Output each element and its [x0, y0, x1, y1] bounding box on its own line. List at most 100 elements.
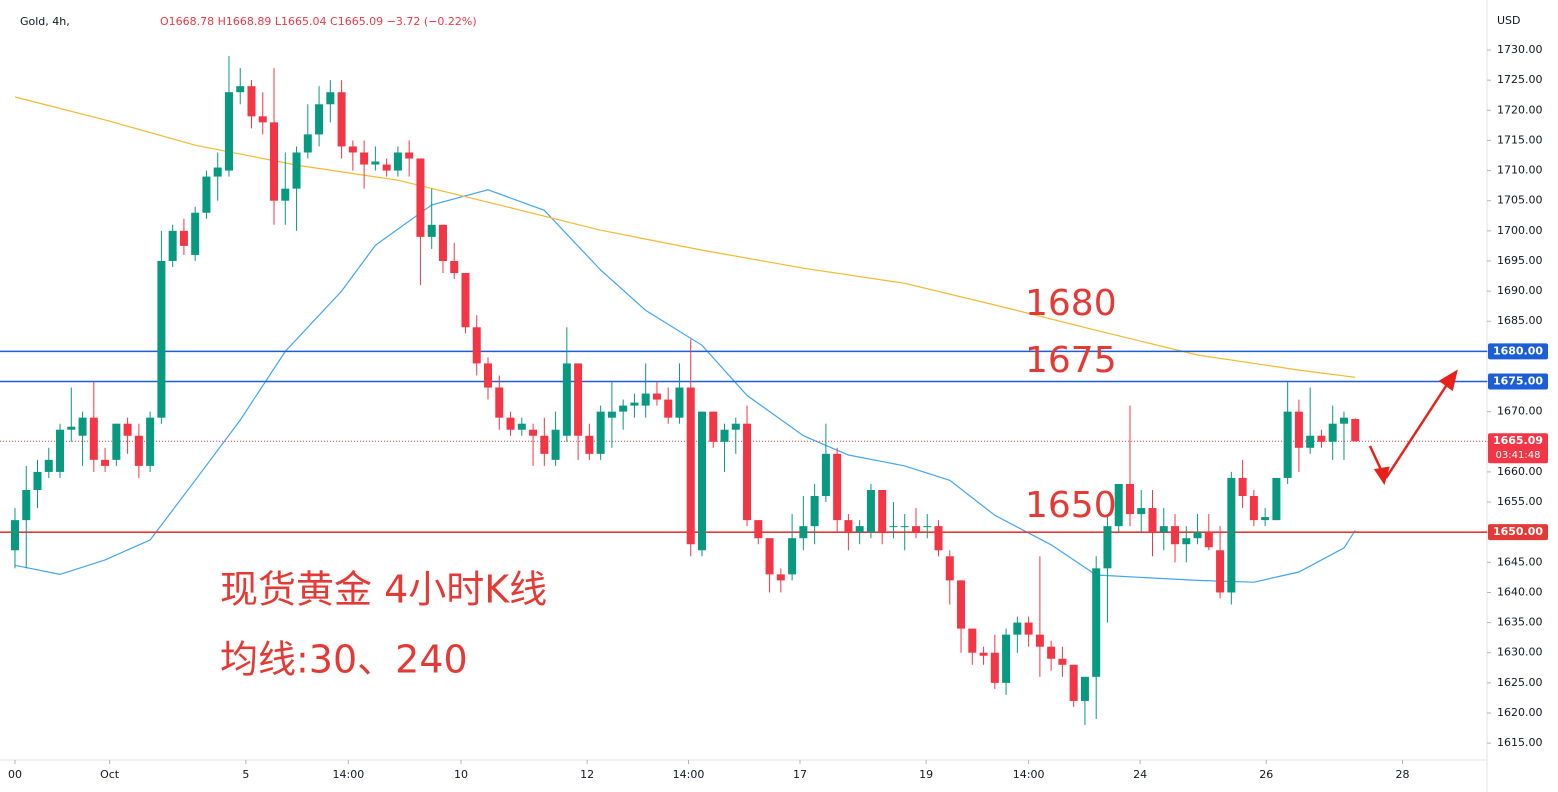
candle-body	[934, 526, 943, 551]
candle-body	[1238, 477, 1247, 497]
candle-body	[213, 167, 222, 177]
candle-body	[1069, 664, 1078, 701]
candle-body	[979, 652, 988, 656]
candle-body	[134, 435, 143, 466]
candle-body	[224, 92, 233, 171]
price-level-tag	[1488, 343, 1548, 360]
x-tick-label: 14:00	[1013, 768, 1045, 781]
candle-body	[67, 426, 76, 430]
candle-body	[1137, 508, 1146, 515]
candle-body	[652, 393, 661, 400]
candle-body	[1249, 496, 1258, 521]
candle-body	[44, 459, 53, 472]
candle-body	[866, 489, 875, 533]
price-level-label: 1675.00	[1493, 375, 1543, 388]
candle-body	[1306, 435, 1315, 448]
candle-body	[348, 146, 357, 153]
y-tick-label: 1705.00	[1497, 194, 1543, 207]
candle-body	[968, 628, 977, 653]
candle-body	[22, 489, 31, 521]
candle-body	[743, 423, 752, 521]
y-tick-label: 1725.00	[1497, 73, 1543, 86]
candle-body	[405, 152, 414, 159]
plot-area: 1615.00 1620.00 1625.00 1630.00 1635.00 1640.…	[0, 43, 1548, 781]
candle-body	[89, 417, 98, 460]
countdown-label: 03:41:48	[1496, 450, 1541, 461]
candle-body	[112, 423, 121, 460]
candle-body	[630, 402, 639, 406]
candle-body	[247, 86, 256, 117]
candle-body	[157, 260, 166, 418]
candle-body	[1272, 477, 1281, 521]
candle-body	[270, 122, 279, 201]
y-tick-label: 1655.00	[1497, 495, 1543, 508]
candle-body	[191, 212, 200, 255]
candle-body	[438, 224, 447, 261]
candle-body	[258, 116, 267, 123]
candle-body	[337, 92, 346, 147]
x-tick-label: 5	[242, 768, 249, 781]
y-tick-label: 1615.00	[1497, 736, 1543, 749]
candle-body	[788, 538, 797, 575]
candle-body	[844, 520, 853, 533]
candle-body	[236, 86, 245, 93]
candle-body	[799, 526, 808, 539]
candle-body	[371, 161, 380, 165]
candle-body	[315, 104, 324, 135]
candle-body	[1002, 634, 1011, 683]
price-level-tag	[1488, 373, 1548, 390]
candle-body	[776, 574, 785, 581]
candle-body	[1328, 423, 1337, 442]
last-price-tag	[1488, 433, 1548, 464]
y-tick-label: 1700.00	[1497, 224, 1543, 237]
y-tick-label: 1660.00	[1497, 465, 1543, 478]
candle-body	[641, 393, 650, 406]
candle-body	[585, 435, 594, 454]
candle-body	[427, 224, 436, 237]
candle-body	[506, 417, 515, 430]
price-level-label: 1680.00	[1493, 344, 1543, 357]
candle-body	[1193, 532, 1202, 539]
moving-average-line	[14, 189, 1356, 583]
candle-body	[551, 429, 560, 460]
candle-body	[56, 429, 65, 472]
annotation: 1680	[1025, 283, 1117, 324]
candle-body	[1171, 526, 1180, 545]
y-tick-label: 1720.00	[1497, 103, 1543, 116]
candle-body	[472, 327, 481, 364]
candle-body	[450, 260, 459, 274]
candle-body	[529, 429, 538, 436]
candle-body	[495, 387, 504, 418]
y-tick-label: 1625.00	[1497, 676, 1543, 689]
candle-body	[78, 417, 87, 436]
candle-body	[562, 363, 571, 436]
candle-body	[1294, 411, 1303, 448]
arrow-head	[1438, 369, 1458, 392]
candle-body	[1024, 622, 1033, 635]
x-tick-label: 26	[1259, 768, 1273, 781]
candle-body	[1092, 568, 1101, 677]
candle-body	[990, 652, 999, 683]
y-tick-label: 1630.00	[1497, 646, 1543, 659]
candle-body	[101, 459, 110, 466]
candle-body	[889, 526, 898, 528]
candle-body	[1058, 658, 1067, 665]
price-level-label: 1650.00	[1493, 525, 1543, 538]
candle-body	[878, 489, 887, 533]
candle-body	[1103, 526, 1112, 569]
x-tick-label: 28	[1396, 768, 1410, 781]
candle-body	[202, 176, 211, 213]
candle-body	[1227, 477, 1236, 593]
candle-body	[675, 387, 684, 418]
last-price-label: 1665.09	[1493, 434, 1543, 447]
x-tick-label: 14:00	[333, 768, 365, 781]
y-tick-label: 1730.00	[1497, 43, 1543, 56]
candle-body	[957, 580, 966, 629]
candle-body	[168, 230, 177, 261]
x-tick-label: 00	[8, 768, 22, 781]
candle-body	[810, 496, 819, 527]
candle-body	[1047, 646, 1056, 659]
candle-body	[303, 134, 312, 153]
